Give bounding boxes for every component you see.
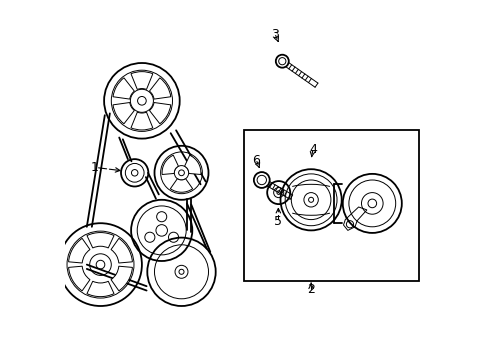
Wedge shape bbox=[149, 78, 170, 99]
Wedge shape bbox=[68, 266, 90, 291]
Text: 1: 1 bbox=[91, 161, 99, 174]
Text: 4: 4 bbox=[308, 143, 316, 156]
Text: 6: 6 bbox=[252, 154, 260, 167]
Text: 5: 5 bbox=[274, 215, 282, 228]
Text: 2: 2 bbox=[306, 283, 314, 296]
Wedge shape bbox=[131, 112, 153, 130]
Bar bbox=[244, 130, 418, 281]
Wedge shape bbox=[87, 281, 114, 297]
Text: 3: 3 bbox=[271, 28, 279, 41]
Wedge shape bbox=[131, 72, 153, 89]
Wedge shape bbox=[68, 238, 90, 263]
Wedge shape bbox=[170, 179, 192, 192]
Wedge shape bbox=[111, 266, 132, 291]
Wedge shape bbox=[87, 233, 114, 248]
Circle shape bbox=[276, 191, 280, 194]
Wedge shape bbox=[162, 155, 178, 175]
Wedge shape bbox=[111, 238, 132, 263]
Wedge shape bbox=[113, 78, 134, 99]
Wedge shape bbox=[113, 103, 134, 124]
Wedge shape bbox=[149, 103, 170, 124]
Polygon shape bbox=[343, 207, 366, 230]
Wedge shape bbox=[184, 155, 201, 175]
